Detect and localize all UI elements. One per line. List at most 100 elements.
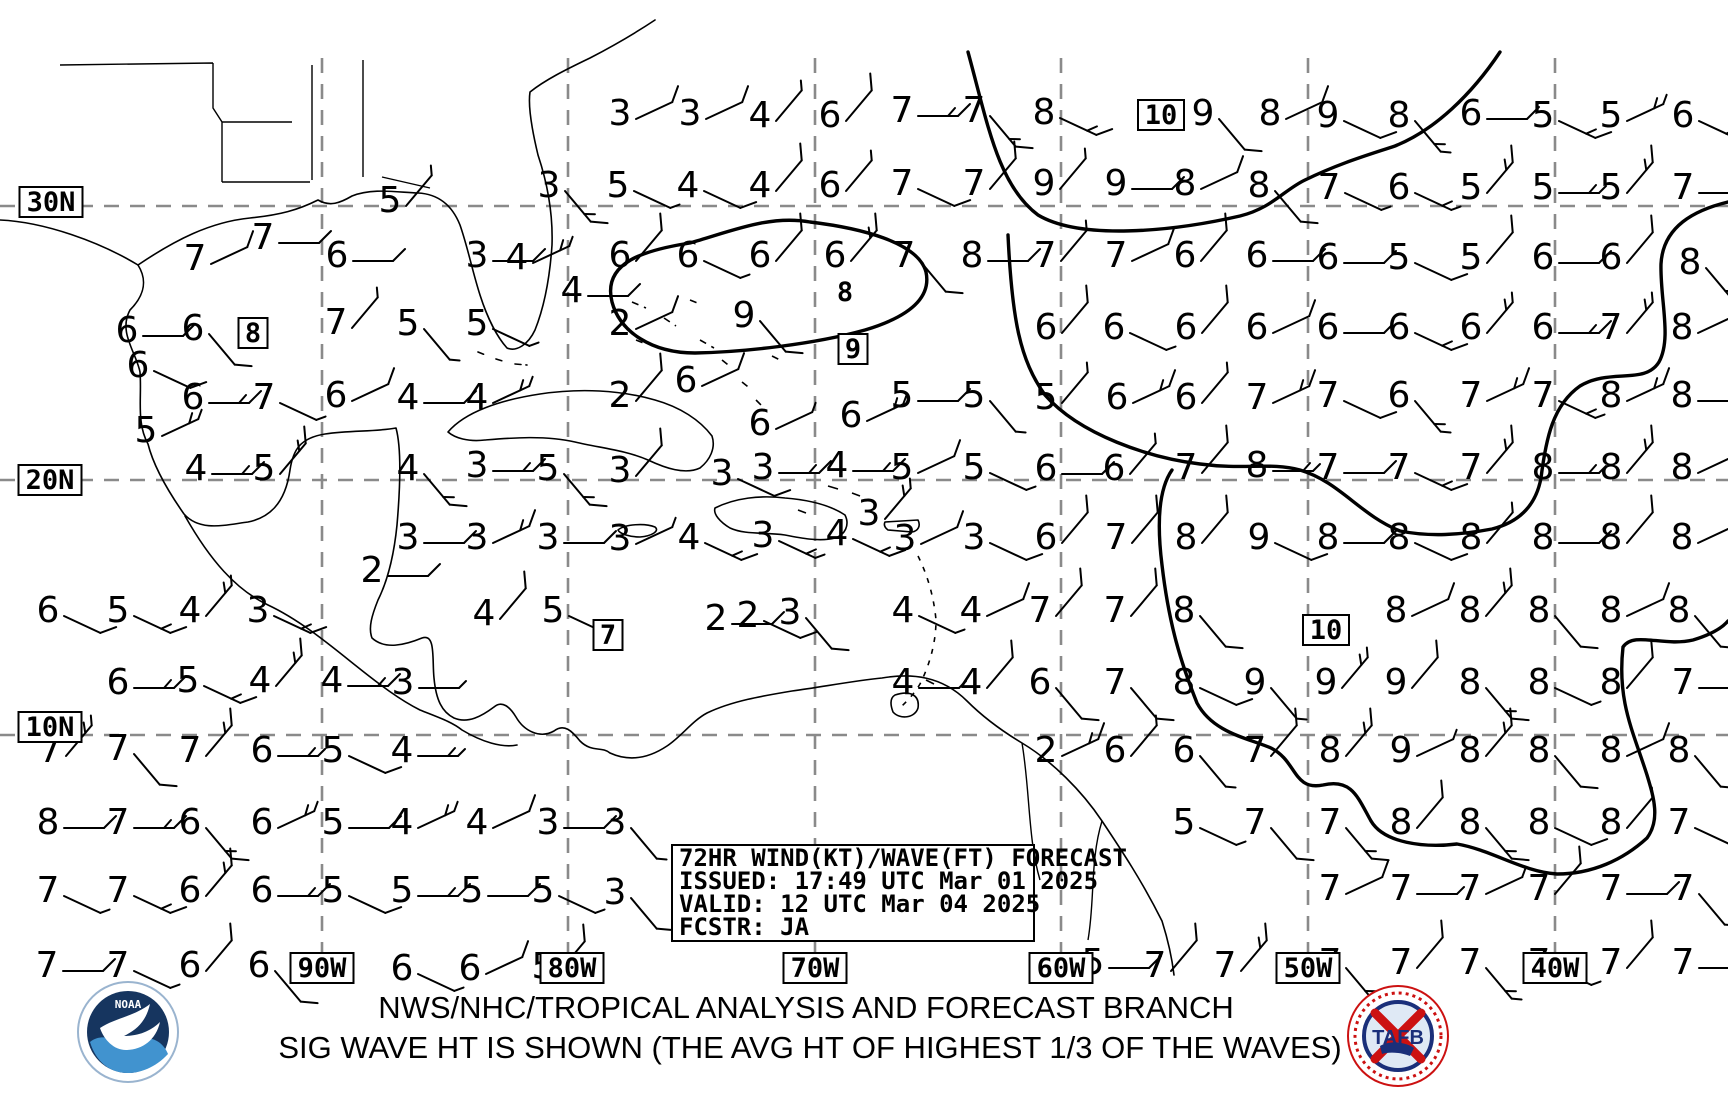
wave-height-value: 7 [891, 163, 914, 204]
wind-barb-icon [1626, 639, 1654, 689]
wave-height-value: 5 [1532, 167, 1555, 208]
wave-height-value: 3 [752, 447, 775, 488]
wind-barb-icon [563, 815, 617, 829]
wind-barb-icon [1274, 190, 1319, 225]
wave-height-value: 9 [1244, 662, 1267, 703]
wave-height-value: 7 [1029, 590, 1052, 631]
wind-barb-icon [775, 401, 817, 430]
wind-barb-icon [275, 637, 303, 687]
wave-height-value: 6 [675, 360, 698, 401]
wave-height-value: 5 [391, 870, 414, 911]
wave-height-value: 3 [779, 592, 802, 633]
wave-height-value: 8 [1532, 517, 1555, 558]
wind-barb-icon [1554, 615, 1599, 650]
wave-height-value: 6 [819, 95, 842, 136]
wind-barb-icon [1129, 332, 1177, 351]
wave-height-value: 4 [892, 590, 915, 631]
wind-barb-icon [1201, 494, 1229, 544]
wave-height-value: 8 [1459, 730, 1482, 771]
wind-barb-icon [1558, 530, 1612, 544]
wave-height-value: 4 [506, 237, 529, 278]
wind-barb-icon [1416, 886, 1465, 895]
wave-height-value: 5 [607, 165, 630, 206]
wave-height-value: 7 [1318, 167, 1341, 208]
wave-height-value: 8 [961, 235, 984, 276]
wind-barb-icon [1414, 262, 1469, 281]
turks-caicos [797, 485, 861, 514]
wind-barb-icon [1554, 755, 1599, 790]
wind-barb-icon [274, 970, 319, 1005]
longitude-label: 60W [1037, 953, 1087, 984]
wind-barb-icon [1486, 144, 1514, 194]
wave-height-value: 3 [679, 93, 702, 134]
wind-barb-icon [277, 800, 319, 829]
wind-barb-icon [205, 707, 233, 757]
wind-barb-icon [1344, 192, 1392, 211]
wind-barb-icon [1486, 501, 1514, 544]
wind-barb-icon [1345, 707, 1373, 757]
wave-height-value: 7 [1600, 942, 1623, 983]
wind-barb-icon [1694, 827, 1728, 846]
wind-barb-icon [423, 530, 477, 544]
noaa-logo-text: NOAA [115, 998, 142, 1011]
wave-height-value: 8 [1390, 802, 1413, 843]
wind-barb-icon [1345, 860, 1390, 895]
puerto-rico [883, 519, 920, 533]
wave-height-value: 7 [1214, 945, 1237, 986]
wave-contours [608, 50, 1728, 876]
wave-height-value: 5 [322, 730, 345, 771]
wind-barb-icon [1626, 367, 1671, 402]
wave-height-value: 8 [1600, 802, 1623, 843]
wind-barb-icon [1200, 155, 1245, 190]
wind-barb-icon [348, 815, 402, 829]
wind-barb-icon [703, 190, 758, 209]
wave-height-value: 6 [1317, 237, 1340, 278]
wave-height-value: 8 [1175, 517, 1198, 558]
contour-label: 8 [837, 277, 853, 308]
wave-height-value: 8 [1600, 590, 1623, 631]
wind-barb-icon [633, 190, 681, 209]
wave-height-value: 7 [891, 90, 914, 131]
wave-height-value: 4 [473, 593, 496, 634]
wind-barb-icon [1416, 779, 1444, 829]
wave-height-value: 8 [1671, 375, 1694, 416]
wind-barb-icon [1554, 845, 1582, 895]
contour-ten-lower [1157, 468, 1728, 876]
wind-barb-icon [1343, 120, 1398, 139]
wave-height-value: 8 [1671, 517, 1694, 558]
contour-label: 8 [245, 318, 261, 349]
wave-height-value: 6 [1104, 730, 1127, 771]
wind-barb-icon [1485, 967, 1523, 1001]
wave-height-value: 4 [892, 662, 915, 703]
wave-height-value: 7 [107, 802, 130, 843]
wind-barb-icon [423, 390, 477, 404]
wind-barb-icon [1270, 687, 1308, 721]
wind-barb-icon [133, 815, 187, 829]
wave-height-value: 6 [1175, 307, 1198, 348]
wind-barb-icon [161, 408, 203, 437]
wave-height-value: 7 [253, 377, 276, 418]
wind-barb-icon [211, 461, 265, 475]
wind-barb-icon [205, 847, 233, 897]
wind-barb-icon [1411, 639, 1439, 689]
wave-height-value: 8 [1679, 242, 1702, 283]
wave-height-value: 6 [391, 948, 414, 989]
wave-height-value: 8 [1600, 517, 1623, 558]
wave-height-value: 5 [1460, 237, 1483, 278]
wave-height-value: 7 [1672, 868, 1695, 909]
wind-barb-icon [492, 794, 537, 829]
info-box-frame [671, 844, 1035, 942]
wave-height-value: 7 [1317, 447, 1340, 488]
wind-barb-icon [1414, 332, 1469, 351]
wind-barb-icon [1486, 214, 1514, 264]
wind-barb-icon [917, 388, 971, 402]
wave-height-value: 6 [1460, 307, 1483, 348]
wave-height-value: 7 [1246, 377, 1269, 418]
sa-borders [1021, 742, 1103, 941]
wave-height-value: 6 [1106, 377, 1129, 418]
wind-barb-icon [1697, 525, 1728, 544]
wave-height-value: 4 [561, 270, 584, 311]
wave-height-value: 5 [963, 447, 986, 488]
wind-barb-icon [1558, 464, 1607, 474]
wave-height-value: 8 [1532, 447, 1555, 488]
